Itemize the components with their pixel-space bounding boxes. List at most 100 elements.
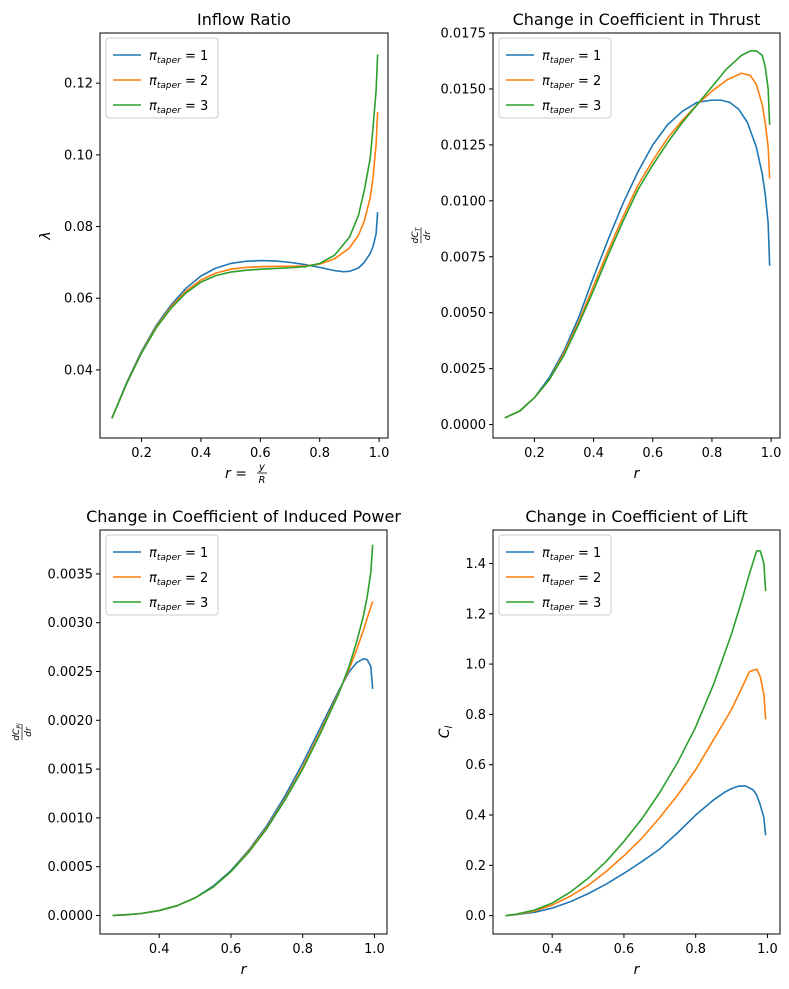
fraction-numerator: y: [258, 462, 266, 473]
legend-label-1: πtaper = 1: [149, 546, 208, 563]
series-line-1: [111, 212, 379, 419]
axes-frame: [99, 32, 389, 439]
legend: πtaper = 1 πtaper = 2 πtaper = 3: [105, 534, 219, 616]
y-tick-label: 0.0: [465, 909, 486, 924]
series-line-1: [505, 785, 767, 917]
x-axis-label: r: [241, 962, 248, 978]
fraction-denominator: dr: [24, 726, 34, 737]
y-axis-label: Cl: [437, 726, 455, 739]
x-tick-label: 0.8: [309, 446, 330, 461]
legend-label-2: πtaper = 2: [542, 74, 601, 91]
chart-panel-1: 0.2 0.4 0.6 0.8 1.0 0.04 0.06 0.08 0.10 0.12 Inflo…: [38, 10, 389, 486]
legend-label-1: πtaper = 1: [542, 49, 601, 66]
legend-box: [105, 37, 219, 119]
svg-text:dCPi: dCPi: [12, 723, 23, 741]
x-tick-label: 1.0: [761, 446, 782, 461]
legend-box: [498, 37, 612, 119]
x-axis-label: r: [634, 962, 641, 978]
x-tick-label: 0.8: [685, 942, 706, 957]
series-line-1: [112, 658, 374, 917]
y-tick-label: 0.0035: [48, 567, 94, 582]
axes-frame: [492, 32, 781, 439]
y-tick-label: 0.0100: [441, 194, 487, 209]
x-tick-label: 0.4: [583, 446, 604, 461]
legend: πtaper = 1 πtaper = 2 πtaper = 3: [105, 37, 219, 119]
y-tick-label: 0.06: [64, 292, 93, 307]
series-line-3: [112, 544, 374, 917]
legend-label-3: πtaper = 3: [149, 596, 208, 613]
y-tick-label: 0.0030: [48, 616, 94, 631]
x-tick-label: 1.0: [369, 446, 390, 461]
legend-label-3: πtaper = 3: [542, 99, 601, 116]
y-tick-label: 0.0000: [48, 909, 94, 924]
chart-panel-3: 0.4 0.6 0.8 1.0 0.0000 0.0005 0.0010 0.0015 0.00…: [12, 507, 401, 978]
y-tick-label: 1.0: [465, 658, 486, 673]
legend: πtaper = 1 πtaper = 2 πtaper = 3: [498, 37, 612, 119]
legend-label-2: πtaper = 2: [149, 571, 208, 588]
x-tick-label: 0.6: [250, 446, 271, 461]
y-tick-label: 0.04: [64, 363, 93, 378]
fraction-denominator: dr: [423, 229, 433, 240]
y-tick-label: 1.4: [465, 557, 486, 572]
chart-title: Change in Coefficient in Thrust: [513, 10, 761, 29]
series-line-3: [111, 54, 379, 419]
legend-label-2: πtaper = 2: [542, 571, 601, 588]
chart-title: Change in Coefficient of Induced Power: [86, 507, 401, 526]
axes-frame: [99, 529, 388, 935]
y-tick-label: 0.6: [465, 758, 486, 773]
y-tick-label: 0.4: [465, 809, 486, 824]
y-tick-label: 0.0025: [48, 665, 94, 680]
y-tick-label: 0.0015: [48, 763, 94, 778]
legend-label-3: πtaper = 3: [542, 596, 601, 613]
legend-label-1: πtaper = 1: [542, 546, 601, 563]
legend-label-1: πtaper = 1: [149, 49, 208, 66]
y-tick-label: 0.12: [64, 77, 93, 92]
y-tick-label: 0.0010: [48, 811, 94, 826]
y-tick-label: 0.0175: [441, 27, 487, 42]
y-axis-label: λ: [38, 231, 54, 240]
x-tick-label: 1.0: [364, 942, 385, 957]
x-axis-label-fraction: yR: [257, 462, 267, 486]
legend-box: [105, 534, 219, 616]
axes-frame: [492, 529, 781, 935]
y-tick-label: 0.2: [465, 859, 486, 874]
x-tick-label: 0.4: [191, 446, 212, 461]
chart-panel-4: 0.4 0.6 0.8 1.0 0.0 0.2 0.4 0.6 0.8 1.0 1.2 1.4 Chan…: [437, 507, 781, 978]
legend-box: [498, 534, 612, 616]
x-tick-label: 0.6: [221, 942, 242, 957]
y-tick-label: 0.0020: [48, 714, 94, 729]
x-axis-label: r =: [225, 466, 247, 482]
y-tick-label: 0.8: [465, 708, 486, 723]
series-line-3: [504, 50, 771, 419]
chart-title: Inflow Ratio: [197, 10, 291, 29]
x-tick-label: 0.4: [542, 942, 563, 957]
y-tick-label: 0.0075: [441, 250, 487, 265]
x-tick-label: 0.2: [131, 446, 152, 461]
x-tick-label: 0.8: [702, 446, 723, 461]
y-tick-label: 0.0050: [441, 306, 487, 321]
x-tick-label: 0.8: [292, 942, 313, 957]
chart-title: Change in Coefficient of Lift: [525, 507, 747, 526]
fraction-denominator: R: [259, 475, 266, 486]
chart-panel-2: 0.2 0.4 0.6 0.8 1.0 0.0000 0.0025 0.0050 0.0075 0…: [411, 10, 781, 482]
y-tick-label: 1.2: [465, 607, 486, 622]
series-line-2: [111, 111, 379, 419]
series-line-2: [505, 668, 767, 917]
legend: πtaper = 1 πtaper = 2 πtaper = 3: [498, 534, 612, 616]
series-line-1: [504, 99, 771, 419]
x-tick-label: 1.0: [757, 942, 778, 957]
x-tick-label: 0.6: [642, 446, 663, 461]
y-tick-label: 0.08: [64, 220, 93, 235]
legend-label-3: πtaper = 3: [149, 99, 208, 116]
svg-text:dCT: dCT: [411, 226, 422, 243]
y-tick-label: 0.0025: [441, 362, 487, 377]
y-tick-label: 0.0005: [48, 860, 94, 875]
series-line-3: [505, 550, 767, 917]
series-line-2: [112, 601, 374, 917]
x-tick-label: 0.2: [524, 446, 545, 461]
y-tick-label: 0.0150: [441, 82, 487, 97]
x-axis-label: r: [634, 466, 641, 482]
